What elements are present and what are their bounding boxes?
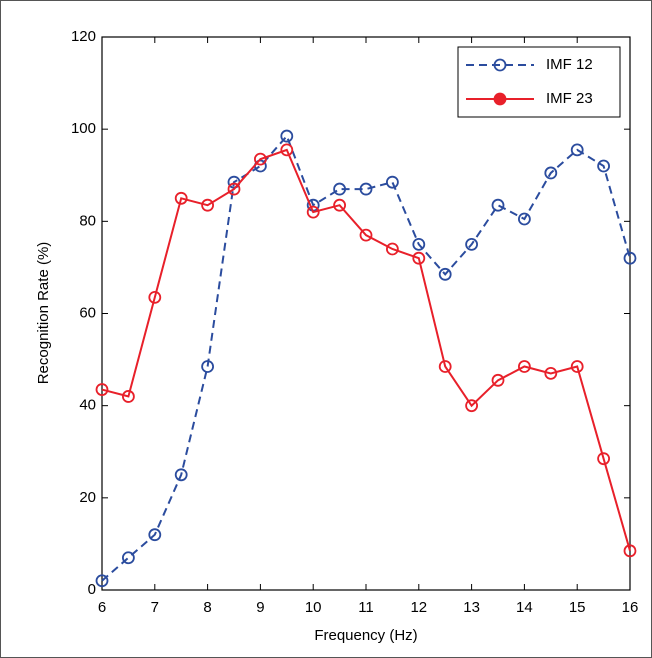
data-point [253,152,267,166]
legend-marker [493,92,507,106]
data-point [465,237,479,251]
data-point [623,544,637,558]
data-point [280,129,294,143]
data-point [597,159,610,173]
y-tick-label: 20 [79,489,96,506]
data-point [95,383,109,396]
x-tick-label: 7 [151,599,159,616]
x-axis-label: Frequency (Hz) [314,627,417,644]
x-tick-label: 9 [256,599,264,616]
data-point [597,452,610,466]
series-line [101,148,631,552]
data-point [359,182,373,196]
data-point [623,251,637,265]
x-tick-label: 8 [203,599,211,616]
data-point [333,182,347,196]
data-point [227,182,241,196]
data-point [174,191,188,205]
axes-box [101,36,631,591]
y-tick-label: 0 [88,581,96,598]
data-point [95,574,109,588]
x-tick-label: 12 [410,599,427,616]
y-axis-label: Recognition Rate (%) [35,242,52,385]
data-point [491,198,505,212]
series-line [101,134,631,582]
legend-box [457,46,621,118]
data-point [438,267,452,281]
data-point [201,360,215,373]
data-point [306,205,320,219]
data-point [518,360,531,373]
data-point [465,399,479,413]
x-tick-label: 10 [305,599,322,616]
data-point [518,212,531,226]
y-tick-label: 80 [79,212,96,229]
data-point [148,290,162,304]
y-tick-label: 40 [79,397,96,414]
data-point [570,143,584,157]
legend-marker [493,58,507,72]
data-point [412,237,426,251]
x-tick-label: 11 [358,599,374,616]
y-tick-label: 100 [71,120,96,137]
data-point [412,251,426,265]
data-point [280,143,294,157]
legend-label: IMF 12 [546,56,593,73]
data-point [544,166,558,180]
x-tick-label: 14 [516,599,533,616]
x-tick-label: 13 [463,599,480,616]
data-point [121,390,135,403]
data-point [570,360,584,373]
data-point [121,551,135,565]
y-tick-label: 60 [79,304,96,321]
data-point [385,175,399,189]
y-tick-label: 120 [71,28,96,45]
x-tick-label: 15 [569,599,586,616]
data-point [438,360,452,373]
data-point [333,198,347,212]
legend-label: IMF 23 [546,90,593,107]
x-tick-label: 16 [622,599,639,616]
data-point [491,373,505,387]
data-point [174,468,188,482]
data-point [544,367,558,380]
data-point [201,198,215,212]
data-point [148,528,162,542]
data-point [385,242,399,256]
x-tick-label: 6 [98,599,106,616]
data-point [359,228,373,242]
